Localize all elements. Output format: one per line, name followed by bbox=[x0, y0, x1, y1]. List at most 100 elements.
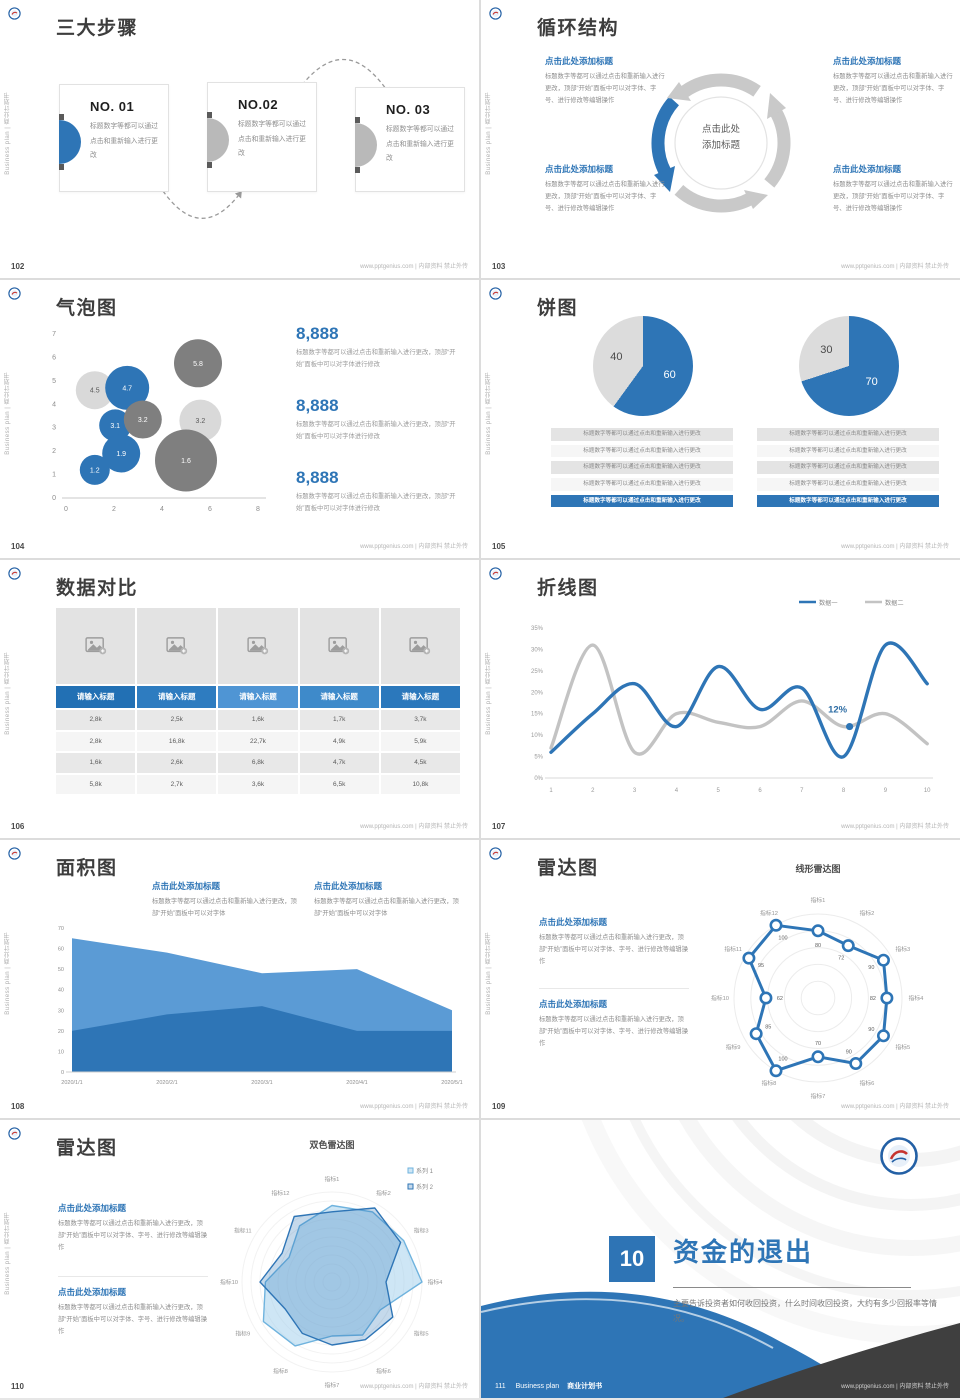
svg-text:2020/1/1: 2020/1/1 bbox=[61, 1080, 82, 1086]
radar-text-block-2: 点击此处添加标题 标题数字等都可以通过点击和重新输入进行更改，顶部“开始”面板中… bbox=[58, 1286, 210, 1338]
slide-title: 三大步骤 bbox=[56, 18, 139, 39]
svg-text:2020/3/1: 2020/3/1 bbox=[251, 1080, 272, 1086]
svg-text:6: 6 bbox=[52, 354, 56, 361]
svg-text:9: 9 bbox=[884, 788, 888, 794]
area-heading-block-2: 点击此处添加标题 标题数字等都可以通过点击和重新输入进行更改，顶部“开始”面板中… bbox=[314, 880, 466, 920]
svg-text:90: 90 bbox=[868, 1027, 874, 1033]
svg-text:系列 1: 系列 1 bbox=[416, 1167, 434, 1175]
radar-marker bbox=[811, 924, 825, 938]
svg-text:1.2: 1.2 bbox=[90, 467, 100, 474]
slide-line-chart: 折线图 Business plan | 商业计划书 0% 5% 10% 15% 20% 2… bbox=[481, 560, 960, 838]
table-cell: 2,5k bbox=[137, 710, 217, 730]
block-body: 标题数字等都可以通过点击和重新输入进行更改，顶部“开始”面板中可以对字体、字号、… bbox=[58, 1220, 208, 1251]
svg-text:4.7: 4.7 bbox=[122, 385, 132, 392]
section-body: 主要告诉投资者如何收回投资，什么时间收回投资，大约有多少回报率等情况。 bbox=[673, 1299, 937, 1324]
svg-text:指标8: 指标8 bbox=[762, 1079, 777, 1087]
svg-text:指标4: 指标4 bbox=[909, 994, 925, 1002]
step-number: NO. 03 bbox=[386, 102, 431, 117]
svg-text:指标5: 指标5 bbox=[414, 1330, 429, 1338]
svg-text:指标10: 指标10 bbox=[711, 994, 729, 1002]
svg-text:指标11: 指标11 bbox=[724, 945, 742, 953]
svg-text:2020/5/1: 2020/5/1 bbox=[441, 1080, 462, 1086]
svg-text:1: 1 bbox=[549, 788, 553, 794]
table-cell: 2,8k bbox=[56, 731, 136, 751]
svg-text:0%: 0% bbox=[534, 776, 543, 782]
svg-text:40: 40 bbox=[58, 988, 64, 994]
slide-data-table: 数据对比 Business plan | 商业计划书 请输入标题 请输入标题 请输入… bbox=[0, 560, 479, 838]
line-chart: 0% 5% 10% 15% 20% 25% 30% 35% 1 2 3 4 5 6 7 8 9 10 12% 数据一 数… bbox=[531, 599, 933, 794]
logo-icon bbox=[879, 1136, 919, 1176]
page-number: 106 bbox=[11, 822, 25, 831]
svg-text:数据一: 数据一 bbox=[819, 599, 838, 607]
stat-value: 8,888 bbox=[296, 468, 339, 487]
page-number: 110 bbox=[11, 1382, 24, 1391]
pie-slice-label: 40 bbox=[610, 351, 623, 364]
slide-title: 饼图 bbox=[537, 298, 579, 319]
svg-text:7: 7 bbox=[52, 331, 56, 338]
block-heading: 点击此处添加标题 bbox=[539, 999, 608, 1009]
svg-text:指标11: 指标11 bbox=[234, 1227, 252, 1235]
svg-text:25%: 25% bbox=[531, 669, 544, 675]
table-cell: 4,9k bbox=[299, 731, 379, 751]
svg-text:指标6: 指标6 bbox=[376, 1367, 391, 1375]
block-heading: 点击此处添加标题 bbox=[314, 881, 383, 891]
svg-text:10%: 10% bbox=[531, 733, 544, 739]
block-heading: 点击此处添加标题 bbox=[152, 881, 221, 891]
pie-caption-rows-2: 标题数字等都可以通过点击和重新输入进行更改 标题数字等都可以通过点击和重新输入进行… bbox=[757, 428, 939, 511]
image-placeholder-icon bbox=[137, 608, 217, 684]
bubble-point bbox=[123, 400, 162, 439]
section-title: 资金的退出 bbox=[673, 1237, 814, 1267]
logo-icon bbox=[8, 847, 21, 860]
cycle-block-tl: 点击此处添加标题 标题数字等都可以通过点击和重新输入进行更改，顶部“开始”面板中… bbox=[545, 55, 667, 107]
svg-text:50: 50 bbox=[58, 967, 64, 973]
slide-footer: www.pptgenius.com | 内部资料 禁止外传 bbox=[360, 824, 468, 830]
table-cell: 5,8k bbox=[56, 774, 136, 794]
svg-text:指标4: 指标4 bbox=[428, 1278, 444, 1286]
svg-text:2: 2 bbox=[52, 448, 56, 455]
divider bbox=[673, 1287, 911, 1288]
pie-caption-rows-1: 标题数字等都可以通过点击和重新输入进行更改 标题数字等都可以通过点击和重新输入进行… bbox=[551, 428, 733, 511]
logo-icon bbox=[489, 7, 502, 20]
svg-text:8: 8 bbox=[842, 788, 846, 794]
radar-marker bbox=[769, 918, 783, 932]
slide-footer: www.pptgenius.com | 内部资料 禁止外传 bbox=[360, 264, 468, 270]
cycle-block-br: 点击此处添加标题 标题数字等都可以通过点击和重新输入进行更改，顶部“开始”面板中… bbox=[833, 163, 955, 215]
svg-text:95: 95 bbox=[758, 963, 764, 969]
legend-swatch bbox=[407, 1167, 414, 1174]
pie-caption-row: 标题数字等都可以通过点击和重新输入进行更改 bbox=[757, 444, 939, 458]
page-number: 104 bbox=[11, 542, 25, 551]
radar-text-block-1: 点击此处添加标题 标题数字等都可以通过点击和重新输入进行更改，顶部“开始”面板中… bbox=[58, 1202, 210, 1254]
svg-text:指标1: 指标1 bbox=[325, 1175, 340, 1183]
pie-caption-row: 标题数字等都可以通过点击和重新输入进行更改 bbox=[551, 494, 733, 508]
svg-text:指标12: 指标12 bbox=[760, 909, 778, 917]
stat-desc: 标题数字等都可以通过点击和重新输入进行更改，顶部“开始”面板中可以对字体进行修改 bbox=[296, 493, 456, 512]
svg-text:70: 70 bbox=[815, 1041, 821, 1047]
svg-text:100: 100 bbox=[778, 935, 787, 941]
svg-text:6: 6 bbox=[208, 506, 212, 513]
pie-caption-row: 标题数字等都可以通过点击和重新输入进行更改 bbox=[757, 428, 939, 441]
step-number: NO.02 bbox=[238, 97, 279, 112]
cycle-block-bl: 点击此处添加标题 标题数字等都可以通过点击和重新输入进行更改，顶部“开始”面板中… bbox=[545, 163, 667, 215]
radar-text-block-1: 点击此处添加标题 标题数字等都可以通过点击和重新输入进行更改，顶部“开始”面板中… bbox=[539, 916, 691, 968]
block-heading: 点击此处添加标题 bbox=[833, 164, 902, 174]
slide-footer: www.pptgenius.com | 内部资料 禁止外传 bbox=[841, 824, 949, 830]
slide-section-divider: 10 资金的退出 主要告诉投资者如何收回投资，什么时间收回投资，大约有多少回报率… bbox=[481, 1120, 960, 1398]
logo-icon bbox=[489, 567, 502, 580]
svg-text:4: 4 bbox=[160, 506, 164, 513]
table-cell: 6,8k bbox=[218, 753, 298, 773]
slide-footer: www.pptgenius.com | 内部资料 禁止外传 bbox=[841, 1384, 949, 1390]
page-number: 103 bbox=[492, 262, 506, 271]
radar-polygon bbox=[262, 1204, 423, 1347]
radar-marker bbox=[759, 991, 773, 1005]
table-cell: 6,5k bbox=[299, 774, 379, 794]
radar-text-block-2: 点击此处添加标题 标题数字等都可以通过点击和重新输入进行更改，顶部“开始”面板中… bbox=[539, 998, 691, 1050]
block-heading: 点击此处添加标题 bbox=[545, 56, 614, 66]
svg-text:20: 20 bbox=[58, 1029, 64, 1035]
step-body: 标题数字等都可以通过点击和重新输入进行更改 bbox=[238, 121, 306, 158]
slide-footer: www.pptgenius.com | 内部资料 禁止外传 bbox=[360, 1384, 468, 1390]
brand-text: Business plan bbox=[515, 1383, 560, 1390]
svg-text:3.2: 3.2 bbox=[196, 418, 206, 425]
area-series bbox=[72, 1006, 452, 1072]
pie-caption-row: 标题数字等都可以通过点击和重新输入进行更改 bbox=[757, 494, 939, 508]
